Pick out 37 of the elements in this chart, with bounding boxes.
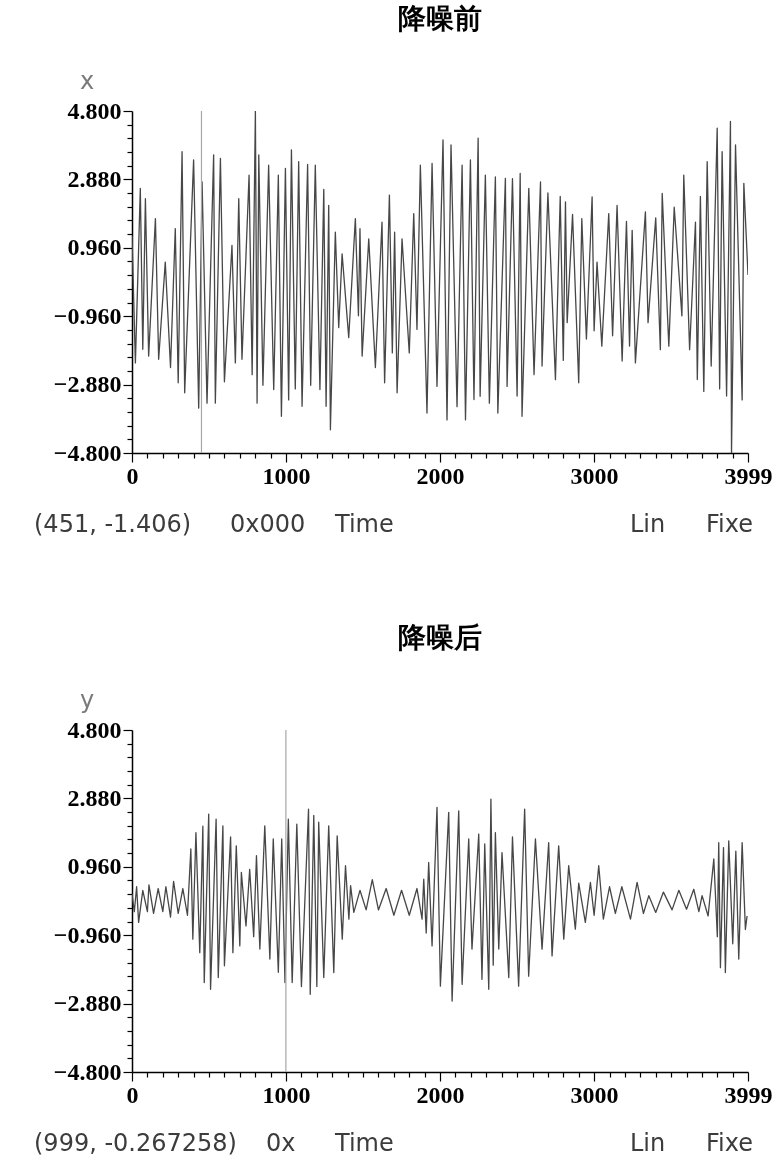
text: (451, -1.406) xyxy=(34,510,192,538)
x-tick-label: 2000 xyxy=(416,1081,465,1108)
x-tick-label: 3000 xyxy=(570,462,619,489)
y-tick-label: −2.880 xyxy=(53,371,122,398)
line-series xyxy=(132,798,748,1002)
text: Fixe xyxy=(706,1129,753,1157)
y-tick-label: −0.960 xyxy=(53,302,122,329)
x-tick-label: 2000 xyxy=(416,462,465,489)
x-tick-label: 0 xyxy=(126,1081,139,1108)
y-tick-label: 2.880 xyxy=(67,165,122,192)
chart-title: 降噪后 xyxy=(398,622,482,653)
text: 0x xyxy=(266,1129,296,1157)
x-tick-label: 3999 xyxy=(724,462,773,489)
text: 0x000 xyxy=(230,510,306,538)
text: y xyxy=(80,686,95,714)
y-tick-label: 0.960 xyxy=(67,853,122,880)
y-tick-label: −4.800 xyxy=(53,439,122,466)
text: Time xyxy=(334,1129,394,1157)
x-tick-label: 1000 xyxy=(262,1081,311,1108)
text: Time xyxy=(334,510,394,538)
y-tick-label: 4.800 xyxy=(67,716,122,743)
x-tick-label: 1000 xyxy=(262,462,311,489)
y-tick-label: −2.880 xyxy=(53,990,122,1017)
y-tick-label: 0.960 xyxy=(67,234,122,261)
x-tick-label: 0 xyxy=(126,462,139,489)
x-tick-label: 3000 xyxy=(570,1081,619,1108)
text: x xyxy=(80,67,95,95)
y-tick-label: −0.960 xyxy=(53,921,122,948)
text: Lin xyxy=(630,510,666,538)
text: Lin xyxy=(630,1129,666,1157)
y-tick-label: −4.800 xyxy=(53,1058,122,1085)
text: Fixe xyxy=(706,510,753,538)
y-tick-label: 4.800 xyxy=(67,97,122,124)
text: (999, -0.267258) xyxy=(34,1129,237,1157)
x-tick-label: 3999 xyxy=(724,1081,773,1108)
y-tick-label: 2.880 xyxy=(67,784,122,811)
chart-title: 降噪前 xyxy=(398,3,482,34)
